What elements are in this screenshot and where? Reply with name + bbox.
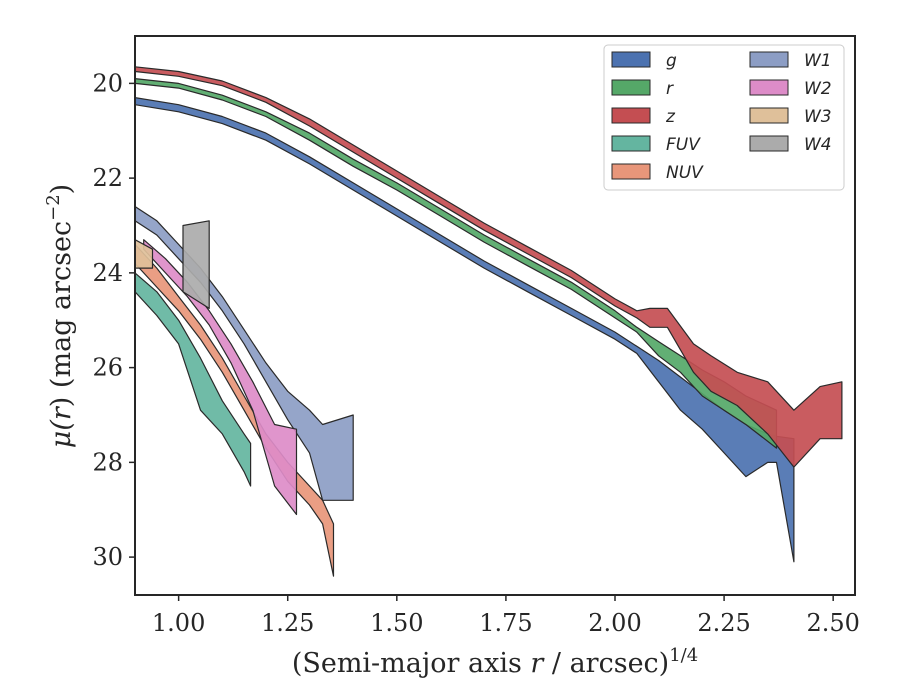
band-w4: [182, 220, 210, 309]
legend-label-w1: W1: [804, 51, 832, 71]
y-tick-label: 28: [92, 448, 123, 476]
legend-label-w4: W4: [804, 135, 832, 155]
band-r: [135, 77, 778, 449]
x-tick-label: 1.50: [370, 609, 423, 637]
x-axis-label: (Semi-major axis r / arcsec)1/4: [292, 645, 698, 679]
legend-swatch-r: [611, 79, 651, 96]
legend-label-fuv: FUV: [666, 135, 701, 155]
band-fuv: [135, 272, 252, 487]
x-axis: 1.00 1.25 1.50 1.75 2.00 2.25 2.50: [152, 595, 860, 637]
y-tick-label: 26: [92, 354, 123, 382]
legend-swatch-nuv: [611, 163, 651, 180]
y-tick-label: 22: [92, 164, 123, 192]
legend-label-w2: W2: [804, 79, 832, 99]
legend-swatch-w2: [749, 79, 789, 96]
x-tick-label: 2.00: [588, 609, 641, 637]
legend-swatch-fuv: [611, 135, 651, 152]
legend-label-w3: W3: [804, 107, 832, 127]
band-g: [135, 96, 795, 563]
x-tick-label: 1.25: [261, 609, 314, 637]
x-tick-label: 1.00: [152, 609, 205, 637]
plot-frame: [134, 35, 856, 596]
legend-label-z: z: [665, 107, 676, 127]
band-w3: [135, 239, 154, 269]
legend-label-g: g: [666, 51, 677, 71]
band-z: [135, 66, 843, 468]
legend-swatch-w1: [749, 51, 789, 68]
legend-label-r: r: [666, 79, 674, 99]
legend-swatch-w4: [749, 135, 789, 152]
legend: grz FUV NUV W1 W2 W3 W4: [603, 44, 845, 191]
bands-layer: [135, 66, 843, 577]
legend-label-nuv: NUV: [666, 163, 704, 183]
x-tick-label: 2.25: [697, 609, 750, 637]
y-tick-label: 24: [92, 259, 123, 287]
y-axis-label: μ(r) (mag arcsec−2): [43, 184, 77, 448]
band-nuv: [135, 243, 335, 577]
y-axis: 20 22 24 26 28 30: [92, 69, 135, 571]
legend-swatch-w3: [749, 107, 789, 124]
y-tick-label: 20: [92, 69, 123, 97]
y-tick-label: 30: [92, 543, 123, 571]
legend-swatch-g: [611, 51, 651, 68]
legend-swatch-z: [611, 107, 651, 124]
x-tick-label: 2.50: [806, 609, 859, 637]
x-tick-label: 1.75: [479, 609, 532, 637]
